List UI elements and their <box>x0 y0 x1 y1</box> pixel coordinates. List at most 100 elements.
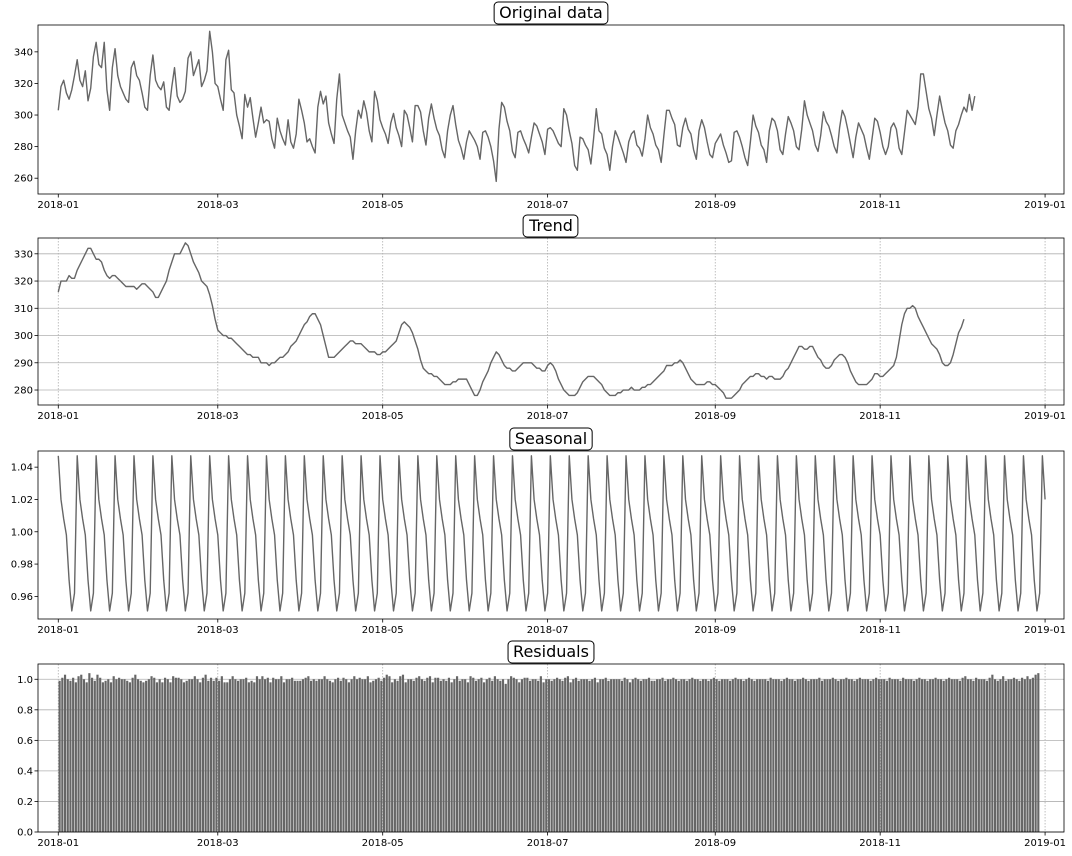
residuals-bar <box>826 679 829 832</box>
residuals-bar <box>77 676 80 832</box>
residuals-bar <box>793 680 797 832</box>
residuals-bar <box>953 679 956 832</box>
residuals-bar <box>815 679 818 832</box>
seasonal-xtick-label: 2019-01 <box>1024 625 1066 636</box>
residuals-bar <box>669 679 672 832</box>
residuals-bar <box>177 677 180 832</box>
residuals-bar <box>823 679 826 832</box>
trend-series-line <box>57 242 965 399</box>
residuals-bar <box>372 680 375 832</box>
residuals-bar <box>666 679 670 832</box>
seasonal-ytick-label: 1.04 <box>11 463 33 474</box>
residuals-title-box <box>507 640 595 664</box>
residuals-bar <box>155 682 159 832</box>
residuals-bar <box>1018 680 1021 832</box>
residuals-bar <box>704 679 707 832</box>
residuals-bar <box>837 680 840 832</box>
residuals-bar <box>120 679 123 832</box>
residuals-bar <box>385 674 388 832</box>
seasonal-ytick-label: 1.00 <box>11 527 33 538</box>
residuals-bar <box>931 679 934 832</box>
residuals-bar <box>326 679 329 832</box>
residuals-bar <box>785 677 788 832</box>
residuals-bar <box>601 679 605 832</box>
residuals-bar <box>693 679 697 832</box>
residuals-bar <box>869 680 872 832</box>
residuals-bar <box>639 680 642 832</box>
residuals-xtick-label: 2018-07 <box>527 838 569 849</box>
residuals-bar <box>772 679 775 832</box>
seasonal-series-line <box>57 455 1046 612</box>
residuals-bar <box>93 680 96 832</box>
residuals-bar <box>447 677 451 832</box>
residuals-bar <box>950 679 953 832</box>
residuals-bar <box>215 677 218 832</box>
residuals-bar <box>545 679 548 832</box>
residuals-bar <box>412 680 415 832</box>
original-data-xtick-label: 2018-07 <box>527 200 569 211</box>
residuals-bar <box>158 679 161 832</box>
residuals-bar <box>399 676 402 832</box>
residuals-bar <box>150 676 153 832</box>
residuals-bar <box>650 680 653 832</box>
trend-xtick-label: 2018-09 <box>694 411 736 422</box>
residuals-bar <box>450 682 453 832</box>
seasonal-ytick-label: 1.02 <box>11 495 33 506</box>
residuals-title-text: Residuals <box>513 642 589 661</box>
residuals-bar <box>580 679 583 832</box>
residuals-bar <box>212 680 215 832</box>
original-data-xtick-label: 2018-03 <box>197 200 239 211</box>
residuals-bar <box>280 676 283 832</box>
residuals-bar <box>915 679 918 832</box>
original-data-panel: 260 280 300 320 340 2018-01 2018-03 2018-05 2018… <box>14 1 1066 211</box>
residuals-bar <box>1004 680 1007 832</box>
residuals-bar <box>877 679 880 832</box>
residuals-bar <box>607 680 610 832</box>
residuals-bar <box>710 679 713 832</box>
residuals-bar <box>142 682 145 832</box>
residuals-bar <box>361 679 364 832</box>
residuals-bar <box>556 677 559 832</box>
residuals-bar <box>1034 674 1037 832</box>
residuals-bar <box>945 679 948 832</box>
residuals-bar <box>172 676 175 832</box>
residuals-bar <box>999 679 1002 832</box>
residuals-bar <box>969 679 972 832</box>
residuals-bar <box>218 680 221 832</box>
residuals-bar <box>726 679 729 832</box>
residuals-bar <box>939 679 943 832</box>
residuals-bar <box>985 680 989 832</box>
residuals-bar <box>647 677 651 832</box>
residuals-bar <box>926 680 929 832</box>
residuals-bar <box>834 679 837 832</box>
residuals-bar <box>553 679 556 832</box>
residuals-bar <box>477 679 480 832</box>
trend-ytick-label: 320 <box>14 277 33 288</box>
residuals-bar <box>569 682 572 832</box>
trend-title-box <box>522 214 579 238</box>
residuals-xtick-label: 2019-01 <box>1024 838 1066 849</box>
residuals-bar <box>758 679 761 832</box>
original-data-ytick-label: 280 <box>14 142 33 153</box>
residuals-bar <box>880 679 883 832</box>
residuals-bar <box>975 677 978 832</box>
residuals-bar <box>288 679 291 832</box>
residuals-bar <box>118 677 121 832</box>
residuals-bar <box>334 679 337 832</box>
residuals-bar <box>331 682 334 832</box>
residuals-ytick-label: 0.2 <box>17 797 33 808</box>
residuals-bar <box>169 682 172 832</box>
residuals-bar <box>964 676 967 832</box>
residuals-bar <box>910 679 913 832</box>
residuals-bar <box>750 679 753 832</box>
residuals-bar <box>572 679 575 832</box>
residuals-bar <box>193 676 196 832</box>
residuals-bar <box>804 679 807 832</box>
original-data-xtick-label: 2018-11 <box>859 200 901 211</box>
residuals-bar <box>883 679 886 832</box>
residuals-bar <box>483 682 486 832</box>
residuals-bar <box>320 679 323 832</box>
residuals-bar <box>318 679 321 832</box>
residuals-bar <box>637 679 640 832</box>
residuals-bar <box>623 677 626 832</box>
